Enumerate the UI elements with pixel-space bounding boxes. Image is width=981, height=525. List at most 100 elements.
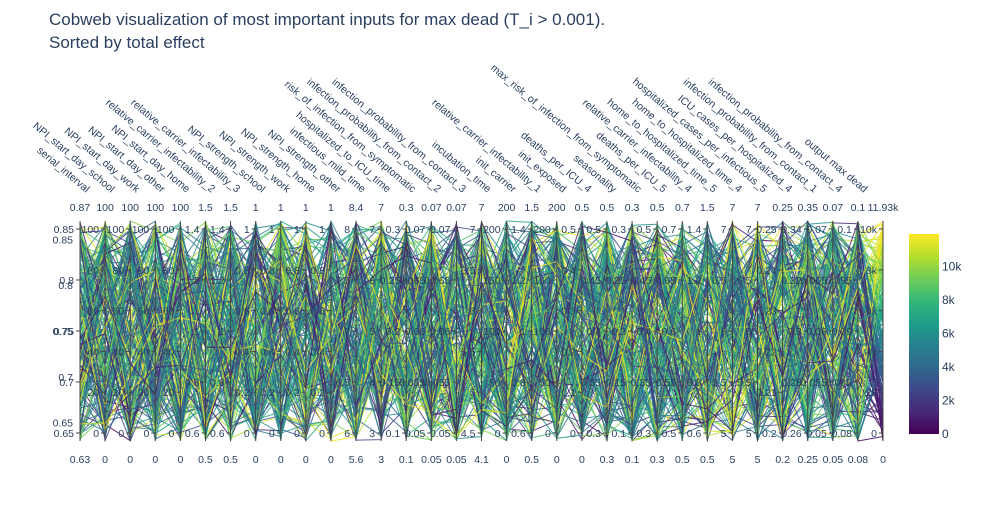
tick-label: 0.75 [54,326,75,338]
tick-label: 0.4 [586,326,601,338]
tick-label: 0.35 [581,377,602,389]
axis-max-label: 0.07 [446,202,467,214]
tick-label: 1.2 [687,275,702,287]
tick-label: 1.2 [210,275,225,287]
axis-max-label: 11.93k [868,202,899,214]
tick-label: 0.05 [806,428,827,440]
axis: 0.3 0.25 0.2 0.15 0.1 0.3 0.1 [380,202,414,466]
tick-label: 60 [163,306,175,318]
tick-label: 7 [721,224,727,236]
tick-label: 0.2 [611,326,626,338]
axis-max-label: 0.35 [798,202,819,214]
axis: 1.4 1.2 1 0.8 0.6 1.5 0.5 [210,202,238,466]
tick-label: 0.25 [380,275,401,287]
axis-max-label: 0.5 [650,202,665,214]
tick-label: 0.25 [606,275,627,287]
axis: 0.85 0.8 0.75 0.7 0.65 0.87 0.63 [54,202,91,466]
tick-label: 100 [82,224,100,236]
axis-max-label: 7 [730,202,736,214]
colorbar-tick-label: 8k [942,293,956,307]
axis-max-label: 0.5 [600,202,615,214]
tick-label: 0.15 [606,377,627,389]
axis-max-label: 0.1 [851,202,866,214]
axis: 7 6.5 6 5.5 5 7 5 [712,202,736,466]
tick-label: 0.8 [687,377,702,389]
axis-max-label: 0.7 [675,202,690,214]
tick-label: 0.1 [611,428,626,440]
tick-label: 0.06 [405,326,426,338]
axis-min-label: 0 [579,454,585,466]
tick-label: 1 [696,326,702,338]
tick-label: 0.8 [310,265,325,277]
tick-label: 1.4 [511,224,526,236]
tick-label: 0.8 [511,377,526,389]
axis: 0.5 0.45 0.4 0.35 0.3 0.5 0.3 [631,202,665,466]
tick-label: 0.6 [662,326,677,338]
axis-min-label: 0.5 [524,454,539,466]
colorbar-tick-label: 2k [942,393,956,407]
tick-label: 0.4 [285,346,300,358]
tick-label: 80 [113,265,125,277]
colorbar-tick-label: 4k [942,360,956,374]
tick-label: 0.35 [631,377,652,389]
tick-label: 3 [369,428,375,440]
axis-max-label: 0.25 [772,202,793,214]
tick-label: 0 [269,428,275,440]
tick-label: 0.23 [756,306,777,318]
axis-min-label: 0 [127,454,133,466]
tick-label: 0.055 [399,377,425,389]
tick-label: 20 [163,387,175,399]
tick-label: 40 [113,346,125,358]
axis-min-label: 4.1 [474,454,489,466]
tick-label: 0.06 [430,326,451,338]
axis: 200 150 100 50 0 200 0 [483,202,515,466]
tick-label: 5 [470,387,476,399]
axis: 7 6.5 6 5.5 5 7 5 [737,202,761,466]
tick-label: 6.5 [461,265,476,277]
axis-min-label: 0.5 [223,454,238,466]
tick-label: 80 [163,265,175,277]
tick-label: 0.65 [656,275,677,287]
tick-label: 150 [483,275,501,287]
tick-label: 0.8 [285,265,300,277]
colorbar-tick-label: 0 [942,427,949,441]
axis: 1 0.8 0.6 0.4 0.2 0 1 0 [260,202,284,466]
tick-label: 0.4 [310,346,325,358]
axis: 7 6 5 4 3 7 3 [369,202,384,466]
tick-label: 0.8 [260,265,275,277]
tick-label: 0.5 [637,224,652,236]
tick-label: 0.32 [781,275,802,287]
tick-label: 0 [93,428,99,440]
tick-label: 60 [138,306,150,318]
tick-label: 0.8 [59,275,74,287]
tick-label: 0.055 [424,377,450,389]
tick-label: 0.065 [399,275,425,287]
tick-label: 0.4 [637,326,652,338]
axis-max-label: 1.5 [223,202,238,214]
tick-label: 0.065 [424,275,450,287]
axis-min-label: 5 [730,454,736,466]
tick-label: 1 [294,224,300,236]
axis: 1 0.8 0.6 0.4 0.2 0 1 0 [285,202,309,466]
tick-label: 40 [138,346,150,358]
left-axis-tick-label: 0.7 [58,372,73,384]
tick-label: 60 [87,306,99,318]
axis-min-label: 0.05 [823,454,844,466]
tick-label: 0 [118,428,124,440]
tick-label: 6 [746,326,752,338]
tick-label: 20 [113,387,125,399]
axis-max-label: 1 [303,202,309,214]
tick-label: 2k [866,387,878,399]
tick-label: 0.45 [581,275,602,287]
tick-label: 0 [169,428,175,440]
tick-label: 5.5 [461,346,476,358]
tick-label: 80 [138,265,150,277]
tick-label: 5 [369,326,375,338]
axis-min-label: 0 [152,454,158,466]
left-axis-tick-label: 0.8 [58,280,73,292]
tick-label: 6 [470,306,476,318]
tick-label: 0.3 [561,306,576,318]
